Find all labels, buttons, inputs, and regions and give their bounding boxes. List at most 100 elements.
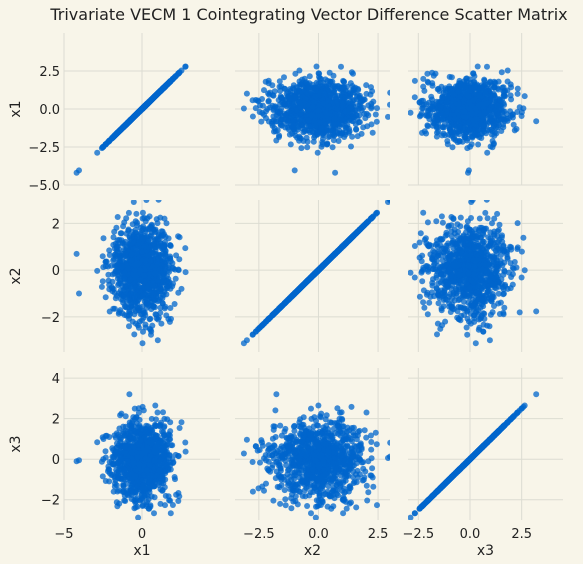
scatter-point [288,122,295,129]
scatter-point [167,258,174,265]
scatter-point [435,128,442,135]
scatter-point [508,96,515,103]
y-tick-label: −2.5 [28,141,60,156]
scatter-point [258,118,265,125]
scatter-point [331,115,338,122]
scatter-point [479,114,486,120]
scatter-point [369,88,376,95]
scatter-point [325,97,332,104]
scatter-point [99,278,106,285]
scatter-point [514,90,521,97]
scatter-point [385,200,390,205]
scatter-point [291,167,298,174]
scatter-point [169,264,176,271]
scatter-point [160,277,167,284]
scatter-point [139,317,145,324]
scatter-point [491,78,498,85]
scatter-point [503,111,510,118]
scatter-point [356,112,363,119]
scatter-point [397,187,403,193]
scatter-point [461,133,468,140]
scatter-point [448,88,455,94]
scatter-point [451,134,458,141]
scatter-point [339,84,345,91]
scatter-point [270,105,277,112]
scatter-point [153,228,159,235]
scatter-point [373,118,380,125]
scatter-point [482,90,489,97]
scatter-point [123,215,130,222]
scatter-point [486,107,493,114]
scatter-point [455,101,462,108]
scatter-point [240,105,247,112]
scatter-point [106,247,113,254]
scatter-point [146,213,153,220]
scatter-point [329,144,336,151]
scatter-point [122,283,129,290]
scatter-point [269,82,276,89]
scatter-point [424,70,431,77]
scatter-point [99,253,106,260]
scatter-point [122,122,129,129]
scatter-point [341,78,347,85]
scatter-point [145,286,152,292]
scatter-point [494,102,501,109]
scatter-point [276,132,283,139]
scatter-point [456,123,463,130]
scatter-point [167,285,174,292]
scatter-point [110,286,117,292]
scatter-point [173,252,180,259]
scatter-point [259,110,266,116]
scatter-point [297,116,304,123]
scatter-point [332,169,339,176]
scatter-point [143,200,150,203]
scatter-point [463,75,470,82]
scatter-point [330,130,337,137]
scatter-point [314,131,321,138]
scatter-point [464,137,471,144]
scatter-point [119,263,125,270]
scatter-point [155,236,162,243]
scatter-point [449,144,456,151]
y-axis-label: x1 [8,100,24,117]
scatter-point [504,78,511,85]
scatter-point [461,108,468,115]
scatter-point [94,149,101,156]
scatter-point [503,115,510,122]
scatter-point [513,126,520,132]
scatter-point [269,92,276,99]
scatter-point [452,115,458,122]
scatter-point [348,69,355,76]
scatter-point [162,253,169,260]
scatter-point [493,130,500,137]
scatter-point [150,290,157,296]
scatter-point [112,295,119,302]
scatter-point [498,128,505,134]
scatter-point [112,262,118,269]
scatter-point [312,122,319,129]
scatter-point [438,98,445,105]
scatter-point [141,266,148,273]
points-x1-vs-x1 [73,63,189,176]
scatter-point [76,290,82,297]
scatter-point [121,269,128,276]
scatter-point [134,219,141,226]
scatter-point [321,90,328,97]
scatter-point [317,75,324,82]
scatter-point [106,281,113,288]
points-x2-vs-x2 [240,187,403,347]
scatter-point [443,99,450,106]
scatter-point [486,79,493,86]
scatter-point [465,119,472,126]
scatter-point [145,99,152,106]
y-tick-label: 2 [52,217,60,232]
y-tick-label: 0.0 [39,103,60,118]
scatter-point [516,104,523,111]
scatter-point [363,90,370,97]
scatter-point [171,301,178,307]
scatter-point [140,328,146,335]
scatter-point [296,137,303,144]
scatter-point [100,235,107,242]
scatter-point [162,264,169,270]
